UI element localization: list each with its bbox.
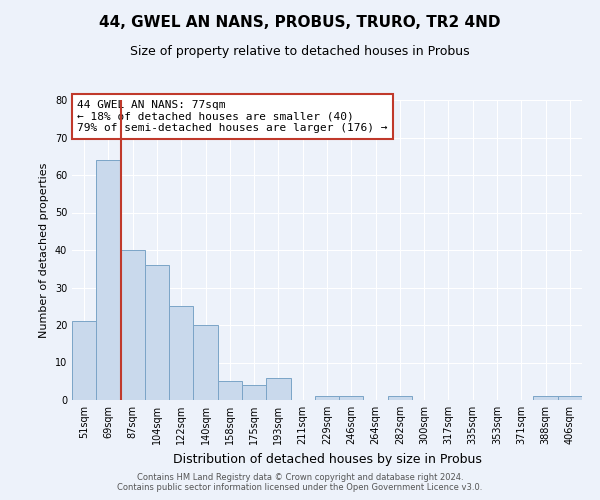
Text: Contains HM Land Registry data © Crown copyright and database right 2024.: Contains HM Land Registry data © Crown c… (137, 474, 463, 482)
Bar (169, 306, 193, 400)
Bar (339, 396, 364, 400)
Bar (242, 385, 266, 400)
X-axis label: Distribution of detached houses by size in Probus: Distribution of detached houses by size … (173, 452, 481, 466)
Bar (96, 160, 121, 400)
Bar (315, 396, 339, 400)
Bar (193, 325, 218, 400)
Bar (121, 250, 145, 400)
Text: 44 GWEL AN NANS: 77sqm
← 18% of detached houses are smaller (40)
79% of semi-det: 44 GWEL AN NANS: 77sqm ← 18% of detached… (77, 100, 388, 133)
Bar (388, 396, 412, 400)
Bar (558, 396, 582, 400)
Text: 44, GWEL AN NANS, PROBUS, TRURO, TR2 4ND: 44, GWEL AN NANS, PROBUS, TRURO, TR2 4ND (99, 15, 501, 30)
Bar (145, 265, 169, 400)
Bar (218, 381, 242, 400)
Y-axis label: Number of detached properties: Number of detached properties (39, 162, 49, 338)
Text: Size of property relative to detached houses in Probus: Size of property relative to detached ho… (130, 45, 470, 58)
Text: Contains public sector information licensed under the Open Government Licence v3: Contains public sector information licen… (118, 484, 482, 492)
Bar (533, 396, 558, 400)
Bar (72, 322, 96, 400)
Bar (266, 378, 290, 400)
